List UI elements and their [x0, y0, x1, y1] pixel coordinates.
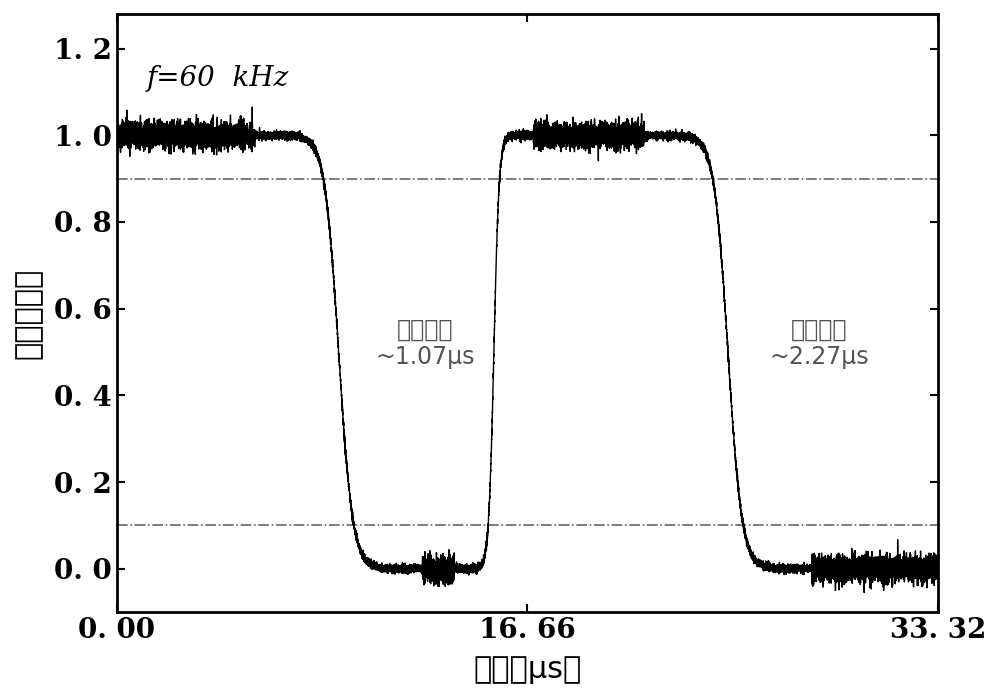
X-axis label: 时间（μs）: 时间（μs） — [473, 655, 582, 684]
Y-axis label: 归一化响应: 归一化响应 — [14, 267, 43, 359]
Text: f=60  kHz: f=60 kHz — [146, 66, 289, 92]
Text: 上升时间
~1.07μs: 上升时间 ~1.07μs — [375, 318, 475, 369]
Text: 下降时间
~2.27μs: 下降时间 ~2.27μs — [769, 318, 869, 369]
